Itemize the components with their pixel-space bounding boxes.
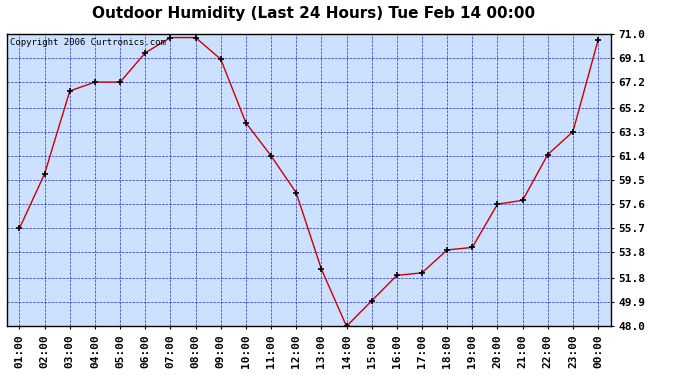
Text: Copyright 2006 Curtronics.com: Copyright 2006 Curtronics.com [10, 38, 166, 47]
Text: Outdoor Humidity (Last 24 Hours) Tue Feb 14 00:00: Outdoor Humidity (Last 24 Hours) Tue Feb… [92, 6, 535, 21]
